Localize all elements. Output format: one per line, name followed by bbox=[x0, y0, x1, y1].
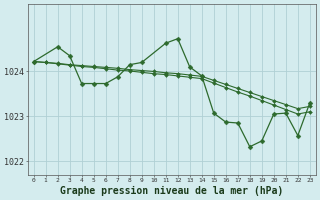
X-axis label: Graphe pression niveau de la mer (hPa): Graphe pression niveau de la mer (hPa) bbox=[60, 186, 284, 196]
